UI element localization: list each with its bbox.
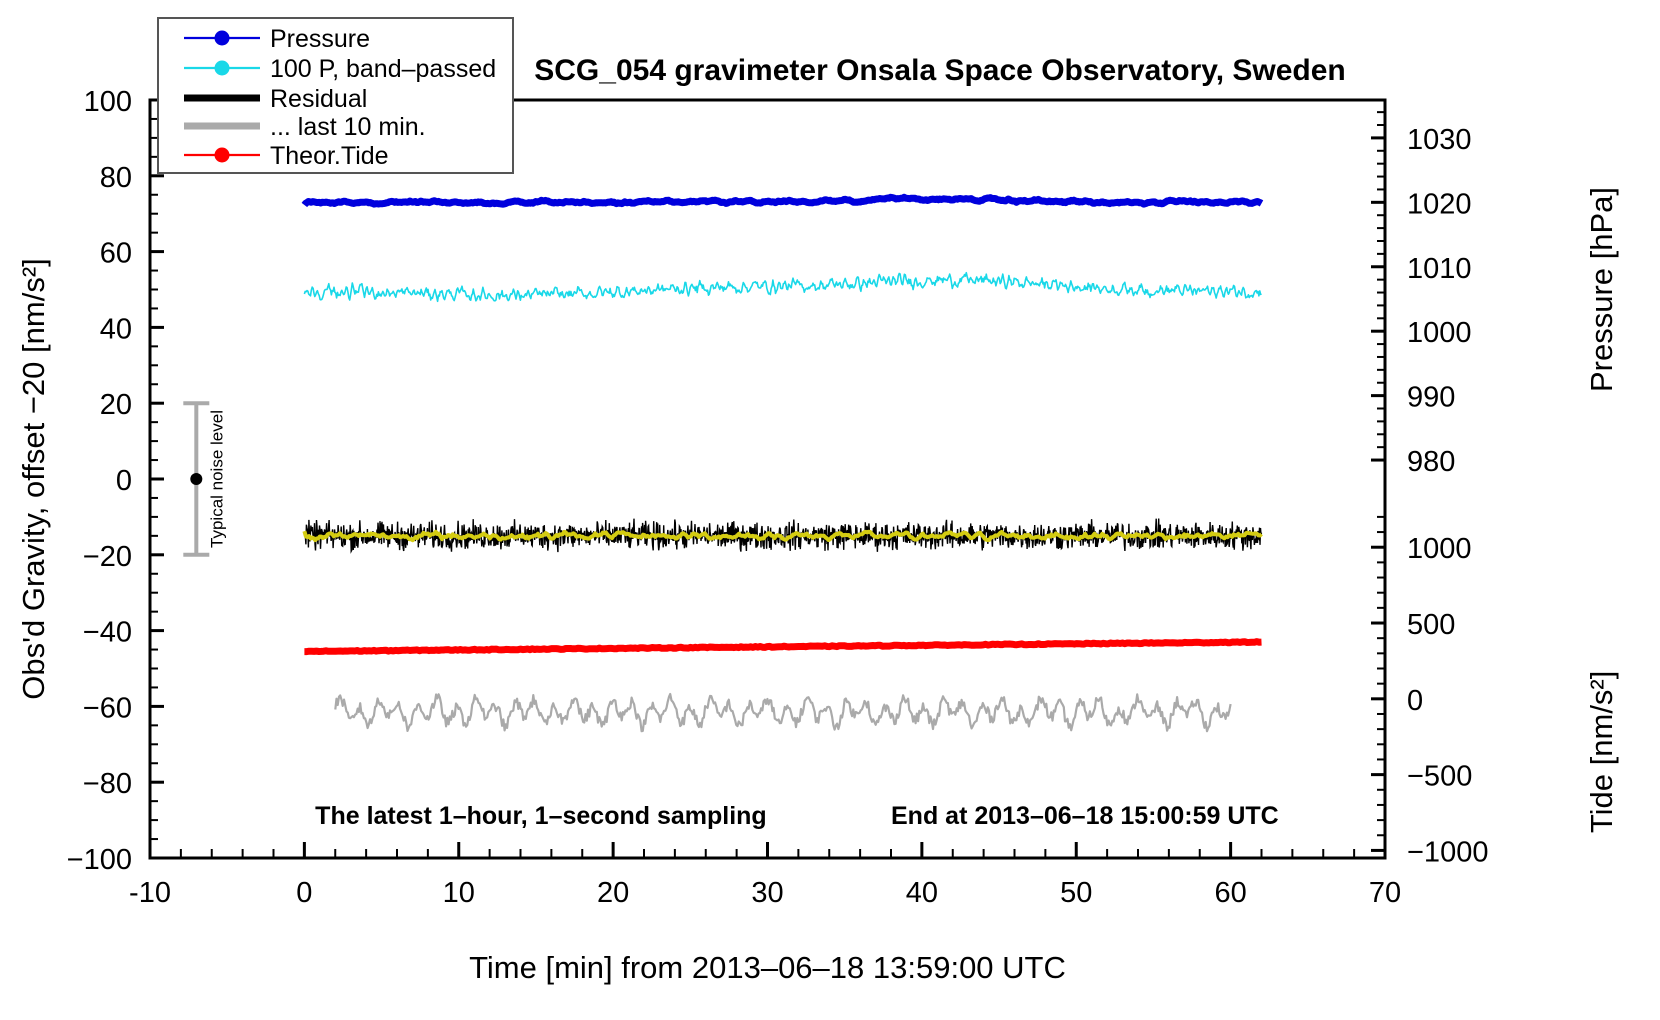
tide-tick-label: 500	[1407, 609, 1455, 641]
legend-label-0: Pressure	[270, 25, 370, 53]
pressure-tick-label: 1010	[1407, 253, 1472, 285]
legend-label-1: 100 P, band–passed	[270, 55, 496, 83]
y-tick-label: 20	[100, 389, 132, 421]
tide-tick-label: 1000	[1407, 533, 1472, 565]
x-tick-label: -10	[129, 877, 171, 909]
legend-label-2: Residual	[270, 85, 367, 113]
series-residual-smoothed	[302, 529, 1263, 543]
x-tick-label: 40	[906, 877, 938, 909]
y-tick-label: 40	[100, 313, 132, 345]
legend-marker-0	[214, 30, 230, 46]
legend-label-4: Theor.Tide	[270, 142, 389, 170]
series-band-passed	[303, 271, 1262, 303]
title-text: SCG_054 gravimeter Onsala Space Observat…	[534, 54, 1346, 87]
x-tick-label: 0	[296, 877, 312, 909]
y-tick-label: −100	[67, 844, 132, 876]
x-tick-label: 50	[1060, 877, 1092, 909]
end-time-note-text: End at 2013–06–18 15:00:59 UTC	[891, 802, 1279, 830]
x-tick-label: 70	[1369, 877, 1401, 909]
y-axis-left-label: Obs'd Gravity, offset −20 [nm/s²]	[16, 258, 51, 700]
plot-frame	[148, 98, 1387, 860]
y-tick-label: −80	[83, 768, 132, 800]
sampling-note-text: The latest 1–hour, 1–second sampling	[315, 802, 767, 830]
pressure-tick-label: 1000	[1407, 317, 1472, 349]
plot-border	[148, 98, 1387, 860]
y-tick-label: −60	[83, 692, 132, 724]
pressure-tick-label: 1030	[1407, 124, 1472, 156]
pressure-axis-label: Pressure [hPa]	[1584, 187, 1619, 392]
annotation-typical-noise-level: Typical noise level	[183, 401, 226, 557]
noise-center-point	[190, 473, 203, 485]
pressure-line	[301, 193, 1264, 208]
y-axis-right-tide: 1000 500 0 −500 −1000 Tide [nm/s²]	[1371, 515, 1619, 868]
legend-label-3: ... last 10 min.	[270, 113, 426, 141]
tide-axis-label: Tide [nm/s²]	[1584, 671, 1619, 834]
tide-tick-label: −500	[1407, 761, 1472, 793]
chart-title: SCG_054 gravimeter Onsala Space Observat…	[534, 54, 1346, 87]
tide-tick-label: 0	[1407, 685, 1423, 717]
x-tick-label: 20	[597, 877, 629, 909]
series-pressure	[301, 193, 1264, 208]
series-last-10-min	[334, 692, 1232, 733]
theor-tide-line	[303, 638, 1263, 656]
legend-marker-4	[214, 147, 230, 163]
y-tick-label: 80	[100, 162, 132, 194]
y-axis-left: 100 80 60 40 20 0 −20 −40 −60 −80 −100 Obs'd Gravit…	[16, 86, 164, 876]
noise-level-label: Typical noise level	[207, 410, 226, 548]
legend-marker-1	[214, 60, 230, 76]
pressure-tick-label: 990	[1407, 382, 1455, 414]
residual-smoothed-line	[302, 529, 1263, 543]
band-passed-line	[303, 271, 1262, 303]
pressure-tick-label: 980	[1407, 446, 1455, 478]
y-axis-right-pressure: 1030 1020 1010 1000 990 980 Pressure [hPa]	[1371, 111, 1619, 478]
y-tick-label: −20	[83, 541, 132, 573]
tide-tick-label: −1000	[1407, 836, 1488, 868]
series-theor-tide	[303, 638, 1263, 656]
y-tick-label: 100	[84, 86, 132, 118]
x-axis: -10 0 10 20 30 40 50 60 70 Time [min] from 2013–0…	[129, 842, 1401, 985]
x-tick-label: 60	[1214, 877, 1246, 909]
y-tick-label: 0	[116, 465, 132, 497]
x-axis-label: Time [min] from 2013–06–18 13:59:00 UTC	[469, 950, 1066, 985]
pressure-tick-label: 1020	[1407, 188, 1472, 220]
x-tick-label: 30	[751, 877, 783, 909]
x-tick-label: 10	[443, 877, 475, 909]
y-tick-label: 60	[100, 238, 132, 270]
last-10-min-line	[334, 692, 1232, 733]
y-tick-label: −40	[83, 617, 132, 649]
annotation-notes: The latest 1–hour, 1–second sampling End …	[315, 802, 1279, 830]
